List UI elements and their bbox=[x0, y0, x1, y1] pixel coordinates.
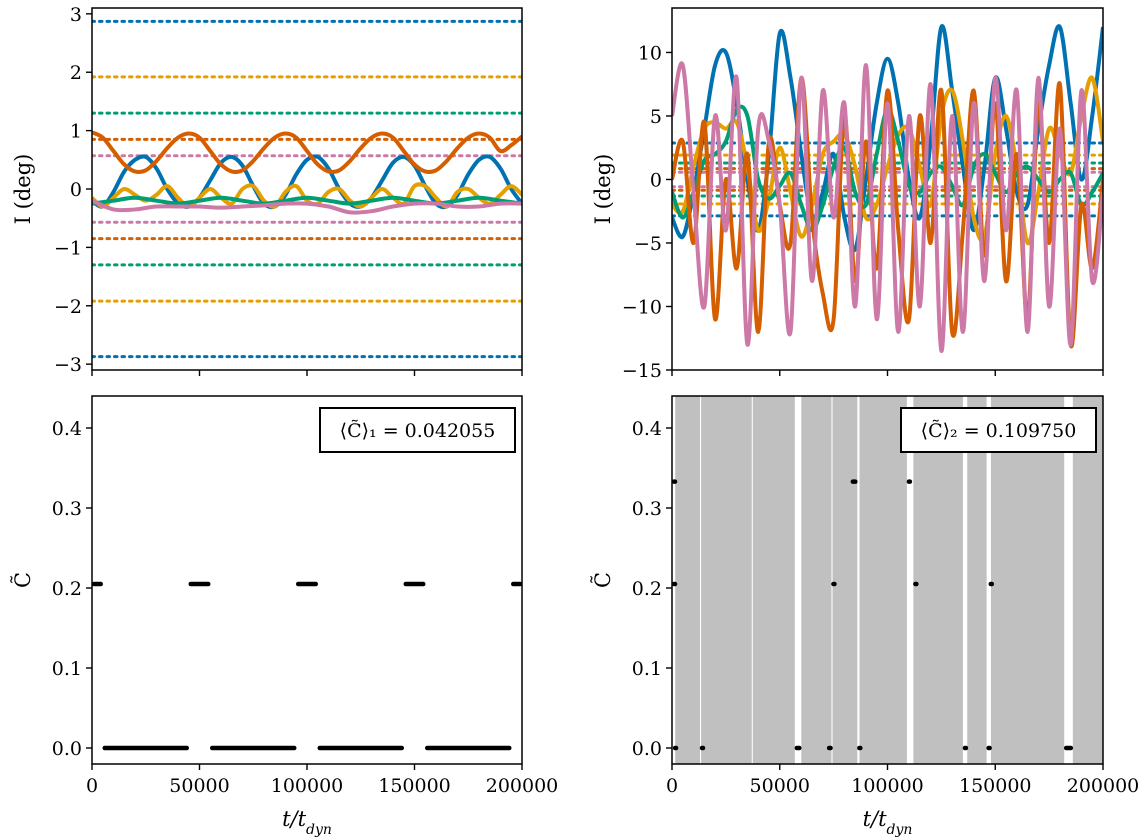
series-line-green bbox=[92, 195, 522, 206]
x-tick-label: 50000 bbox=[750, 775, 810, 797]
shaded-span bbox=[913, 396, 963, 764]
shaded-span bbox=[967, 396, 987, 764]
panel-top-right: −15 −10 −5 0 5 10 I (deg) bbox=[591, 7, 1104, 382]
shaded-span bbox=[801, 396, 832, 764]
x-axis-label-sub: dyn bbox=[887, 822, 913, 838]
x-tick-label: 200000 bbox=[1067, 775, 1140, 797]
y-tick-label: 0 bbox=[70, 179, 82, 201]
y-tick-label: 0.1 bbox=[52, 658, 82, 680]
y-tick-label: 0.4 bbox=[52, 418, 82, 440]
plot-area bbox=[672, 24, 1103, 353]
y-axis-label: I (deg) bbox=[11, 154, 35, 225]
y-tick-label: 0.2 bbox=[52, 578, 82, 600]
annotation-text: ⟨C̃⟩₁ = 0.042055 bbox=[340, 420, 496, 442]
y-tick-label: 0.2 bbox=[632, 578, 662, 600]
panel-bottom-left: 0.0 0.1 0.2 0.3 0.4 0 50000 100000 150000 200000 C… bbox=[11, 395, 559, 838]
series-line-red bbox=[92, 130, 522, 175]
x-axis-label-main: t/t bbox=[282, 807, 307, 831]
x-tick-label: 0 bbox=[86, 775, 98, 797]
shaded-span bbox=[832, 396, 858, 764]
y-tick-label: −15 bbox=[622, 360, 662, 382]
annotation-box bbox=[900, 407, 1097, 453]
shaded-span bbox=[1072, 396, 1103, 764]
y-axis-label: C̃ bbox=[11, 572, 35, 588]
y-tick-label: 0 bbox=[650, 169, 662, 191]
x-tick-label: 50000 bbox=[169, 775, 229, 797]
y-tick-label: −10 bbox=[622, 296, 662, 318]
y-tick-label: 0.1 bbox=[632, 658, 662, 680]
y-tick-label: −1 bbox=[54, 237, 82, 259]
panel-top-left: −3 −2 −1 0 1 2 3 I (deg) bbox=[11, 4, 523, 376]
y-tick-label: 0.0 bbox=[632, 738, 662, 760]
shaded-span bbox=[752, 396, 795, 764]
series-line-pink bbox=[92, 198, 522, 215]
shaded-span bbox=[701, 396, 752, 764]
y-axis-label: I (deg) bbox=[591, 154, 615, 225]
x-axis-label-main: t/t bbox=[863, 807, 888, 831]
y-tick-label: 0.0 bbox=[52, 738, 82, 760]
y-tick-label: 2 bbox=[70, 62, 82, 84]
y-tick-label: 5 bbox=[650, 106, 662, 128]
plot-area bbox=[672, 396, 1103, 764]
annotation-text: ⟨C̃⟩₂ = 0.109750 bbox=[921, 420, 1077, 442]
y-tick-label: 0.4 bbox=[632, 418, 662, 440]
y-tick-label: −5 bbox=[634, 233, 662, 255]
shaded-span bbox=[859, 396, 907, 764]
x-axis-label-sub: dyn bbox=[306, 822, 332, 838]
panel-bottom-right: 0.0 0.1 0.2 0.3 0.4 0 50000 100000 150000 200000 C… bbox=[591, 395, 1140, 838]
axes-frame bbox=[91, 7, 523, 371]
shaded-span bbox=[675, 396, 701, 764]
x-tick-label: 150000 bbox=[959, 775, 1032, 797]
y-tick-label: 1 bbox=[70, 121, 82, 143]
y-tick-label: 0.3 bbox=[52, 498, 82, 520]
x-tick-label: 200000 bbox=[486, 775, 559, 797]
x-tick-label: 0 bbox=[666, 775, 678, 797]
annotation-box bbox=[319, 407, 516, 453]
y-tick-label: 10 bbox=[638, 42, 662, 64]
x-tick-label: 100000 bbox=[271, 775, 344, 797]
x-axis-label: t/tdyn bbox=[863, 807, 913, 838]
y-tick-label: 3 bbox=[70, 4, 82, 26]
y-tick-label: −2 bbox=[54, 296, 82, 318]
x-tick-label: 100000 bbox=[851, 775, 924, 797]
x-axis-label: t/tdyn bbox=[282, 807, 332, 838]
plot-area bbox=[92, 581, 522, 751]
shaded-span bbox=[990, 396, 1065, 764]
y-tick-label: 0.3 bbox=[632, 498, 662, 520]
series-line-pink bbox=[672, 61, 1103, 353]
y-axis-label: C̃ bbox=[591, 572, 615, 588]
y-tick-label: −3 bbox=[54, 354, 82, 376]
x-tick-label: 150000 bbox=[378, 775, 451, 797]
plot-area bbox=[92, 19, 522, 359]
